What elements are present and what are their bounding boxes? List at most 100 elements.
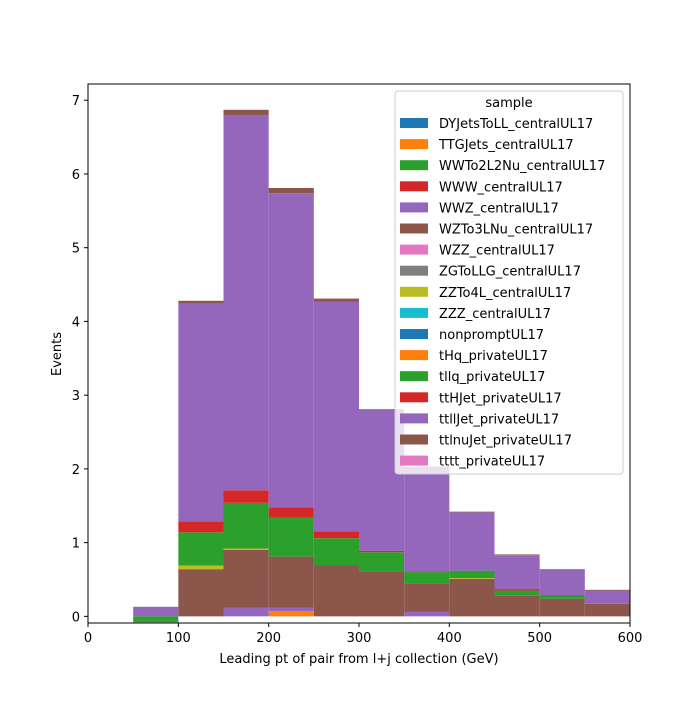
bar-tllq_privateUL17-bin-10 — [584, 603, 630, 604]
legend-label: WZTo3LNu_centralUL17 — [439, 223, 593, 238]
bar-ZZTo4L_centralUL17-bin-7 — [449, 578, 495, 579]
y-tick-label: 1 — [72, 537, 80, 552]
bar-ttllJet_privateUL17-bin-3 — [268, 193, 314, 508]
bar-WWZ_centralUL17-bin-0 — [133, 607, 179, 617]
bar-ZZTo4L_centralUL17-bin-2 — [223, 548, 269, 551]
y-tick-label: 7 — [72, 94, 80, 109]
bar-ttllJet_privateUL17-bin-2 — [223, 114, 269, 491]
y-tick-label: 3 — [72, 389, 80, 404]
bar-ttHJet_privateUL17-bin-8 — [494, 589, 540, 591]
legend-swatch — [400, 392, 428, 403]
y-tick-label: 2 — [72, 463, 80, 478]
legend-swatch — [400, 202, 428, 213]
y-axis: 0 1 2 3 4 5 6 7 — [72, 94, 88, 625]
legend-swatch — [400, 350, 428, 361]
bar-ttllJet_privateUL17-bin-10 — [584, 590, 630, 604]
bar-tllq_privateUL17-bin-5 — [359, 552, 405, 572]
legend: sample DYJetsToLL_centralUL17 TTGJets_cen… — [394, 90, 624, 475]
y-tick-label: 6 — [72, 168, 80, 183]
bar-tllq_privateUL17-bin-7 — [449, 570, 495, 579]
legend-swatch — [400, 139, 428, 150]
legend-label: TTGJets_centralUL17 — [438, 138, 574, 153]
bar-ttlnuJet_privateUL17-bin-9 — [539, 569, 585, 570]
bar-ttllJet_privateUL17-bin-6 — [404, 467, 450, 572]
bar-tllq_privateUL17-bin-9 — [539, 594, 585, 599]
bar-tllq_privateUL17-bin-6 — [404, 572, 450, 584]
legend-swatch — [400, 455, 428, 466]
legend-label: ttHJet_privateUL17 — [439, 391, 562, 406]
x-tick-label: 100 — [166, 631, 191, 646]
legend-swatch — [400, 434, 428, 445]
x-tick-label: 500 — [527, 631, 552, 646]
x-tick-label: 0 — [84, 631, 92, 646]
legend-swatch — [400, 244, 428, 255]
bar-WZTo3LNu_centralUL17-bin-1 — [178, 569, 224, 617]
y-tick-label: 0 — [72, 610, 80, 625]
legend-label: WWW_centralUL17 — [439, 180, 563, 195]
bar-ttllJet_privateUL17-bin-9 — [539, 569, 585, 595]
legend-swatch — [400, 223, 428, 234]
bar-WWZ_centralUL17-bin-6 — [404, 611, 450, 617]
legend-swatch — [400, 265, 428, 276]
bar-WWZ_centralUL17-bin-2 — [223, 607, 269, 617]
bar-ttHJet_privateUL17-bin-1 — [178, 521, 224, 533]
legend-title: sample — [485, 96, 532, 111]
bar-ttllJet_privateUL17-bin-0 — [133, 606, 179, 608]
bar-tllq_privateUL17-bin-3 — [268, 517, 314, 557]
bar-WZTo3LNu_centralUL17-bin-6 — [404, 583, 450, 612]
legend-label: ttlnuJet_privateUL17 — [439, 434, 572, 449]
legend-swatch — [400, 329, 428, 339]
legend-label: ZZZ_centralUL17 — [439, 307, 551, 322]
bar-ttlnuJet_privateUL17-bin-3 — [268, 187, 314, 194]
bar-ttllJet_privateUL17-bin-4 — [313, 301, 359, 532]
bar-ttllJet_privateUL17-bin-8 — [494, 555, 540, 590]
bar-tllq_privateUL17-bin-4 — [313, 538, 359, 566]
bar-tllq_privateUL17-bin-0 — [133, 620, 179, 623]
bar-ttHJet_privateUL17-bin-6 — [404, 571, 450, 573]
legend-swatch — [400, 160, 428, 171]
bar-ttlnuJet_privateUL17-bin-2 — [223, 109, 269, 115]
bar-ttHJet_privateUL17-bin-5 — [359, 550, 405, 553]
legend-label: WWZ_centralUL17 — [439, 201, 559, 216]
bar-ttlnuJet_privateUL17-bin-5 — [359, 409, 405, 410]
bars-layer — [133, 109, 630, 623]
y-tick-label: 5 — [72, 242, 80, 257]
x-axis-title: Leading pt of pair from l+j collection (… — [219, 652, 498, 667]
bar-WZTo3LNu_centralUL17-bin-2 — [223, 550, 269, 608]
bar-WZTo3LNu_centralUL17-bin-3 — [268, 556, 314, 608]
bar-ttllJet_privateUL17-bin-7 — [449, 512, 495, 571]
x-tick-label: 600 — [618, 631, 643, 646]
bar-ttllJet_privateUL17-bin-1 — [178, 303, 224, 522]
legend-swatch — [400, 181, 428, 192]
legend-swatch — [400, 118, 428, 128]
bar-ttHJet_privateUL17-bin-2 — [223, 490, 269, 503]
bar-ttlnuJet_privateUL17-bin-7 — [449, 511, 495, 513]
legend-label: nonpromptUL17 — [439, 328, 544, 343]
bar-ttlnuJet_privateUL17-bin-1 — [178, 300, 224, 304]
legend-label: tllq_privateUL17 — [439, 370, 545, 385]
bar-tllq_privateUL17-bin-2 — [223, 502, 269, 549]
legend-swatch — [400, 286, 428, 297]
bar-ttlnuJet_privateUL17-bin-10 — [584, 589, 630, 591]
y-tick-label: 4 — [72, 315, 80, 330]
bar-WZTo3LNu_centralUL17-bin-4 — [313, 565, 359, 617]
legend-label: tttt_privateUL17 — [439, 455, 545, 470]
x-tick-label: 400 — [437, 631, 462, 646]
bar-TTGJets_centralUL17-bin-3 — [268, 611, 314, 617]
legend-label: DYJetsToLL_centralUL17 — [439, 117, 593, 132]
legend-label: ZGToLLG_centralUL17 — [439, 265, 581, 280]
legend-label: WZZ_centralUL17 — [439, 244, 555, 259]
bar-WZTo3LNu_centralUL17-bin-8 — [494, 595, 540, 617]
bar-WZTo3LNu_centralUL17-bin-5 — [359, 571, 405, 617]
legend-swatch — [400, 371, 428, 382]
x-axis: 0 100 200 300 400 500 600 — [84, 623, 643, 646]
bar-tllq_privateUL17-bin-8 — [494, 590, 540, 596]
legend-label: WWTo2L2Nu_centralUL17 — [439, 159, 605, 174]
bar-ttHJet_privateUL17-bin-3 — [268, 507, 314, 518]
bar-WWTo2L2Nu_centralUL17-bin-0 — [133, 616, 179, 621]
bar-WZTo3LNu_centralUL17-bin-10 — [584, 603, 630, 617]
legend-label: tHq_privateUL17 — [439, 349, 548, 364]
bar-WZTo3LNu_centralUL17-bin-7 — [449, 578, 495, 617]
bar-WZTo3LNu_centralUL17-bin-9 — [539, 598, 585, 617]
